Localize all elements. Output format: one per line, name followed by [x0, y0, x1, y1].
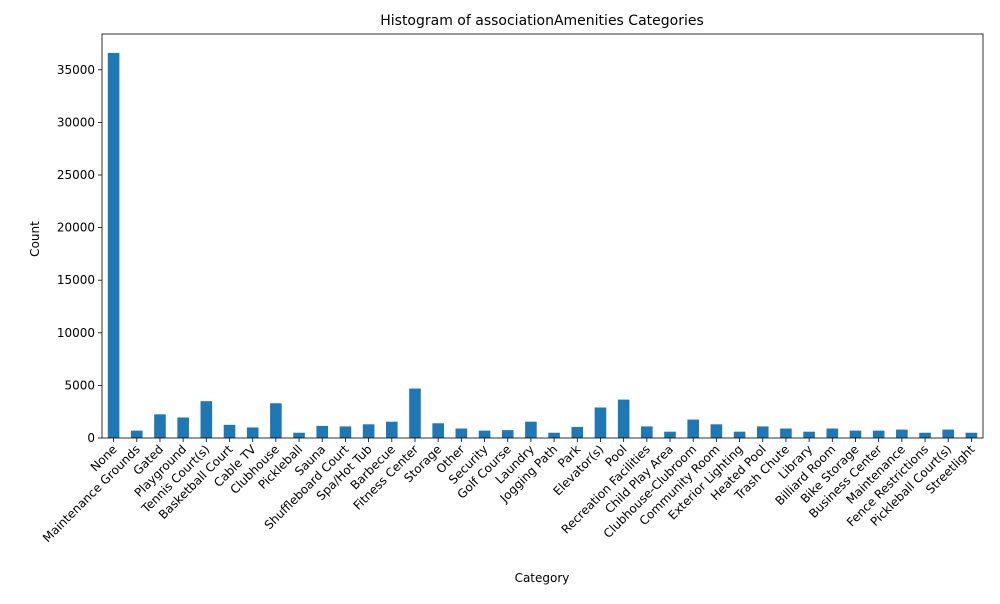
bar — [455, 428, 468, 438]
x-tick-label: Maintenance Grounds — [40, 442, 143, 545]
y-tick-label: 0 — [87, 431, 95, 445]
bar — [872, 430, 885, 438]
y-tick-label: 20000 — [57, 221, 95, 235]
bar — [733, 431, 746, 438]
bar — [223, 424, 236, 438]
bar — [849, 430, 862, 438]
bar — [780, 428, 792, 438]
bar — [386, 421, 398, 438]
bar — [293, 432, 305, 438]
chart-title: Histogram of associationAmenities Catego… — [380, 13, 704, 29]
bar — [478, 430, 491, 438]
y-tick-label: 30000 — [57, 115, 95, 129]
bar — [339, 426, 352, 438]
bar — [246, 427, 259, 438]
y-axis-label: Count — [28, 221, 42, 257]
bar — [130, 430, 143, 438]
bar — [617, 399, 630, 438]
plot-area: 05000100001500020000250003000035000NoneM… — [40, 33, 984, 545]
bar — [687, 419, 699, 438]
bar — [896, 429, 908, 438]
bar — [548, 432, 560, 438]
y-tick-label: 10000 — [57, 326, 95, 340]
bar — [965, 432, 978, 438]
bar — [942, 429, 955, 438]
bar — [501, 430, 514, 438]
axes-frame — [101, 33, 984, 439]
bar — [664, 431, 676, 438]
bar — [756, 426, 769, 438]
bar — [316, 425, 329, 438]
y-tick-label: 35000 — [57, 63, 95, 77]
bar — [432, 423, 444, 438]
bar — [362, 424, 375, 438]
bar — [594, 407, 607, 438]
bar — [571, 426, 584, 438]
bar — [409, 388, 421, 438]
y-tick-label: 25000 — [57, 168, 95, 182]
bar — [826, 428, 839, 438]
bar — [177, 417, 189, 438]
bar — [919, 432, 931, 438]
bar — [641, 426, 653, 438]
x-axis-label: Category — [515, 571, 570, 585]
bar — [710, 424, 723, 438]
bar — [200, 401, 213, 438]
bar — [270, 403, 282, 438]
bar — [107, 52, 120, 438]
bar — [803, 431, 815, 438]
y-tick-label: 5000 — [64, 378, 95, 392]
bar — [525, 421, 537, 438]
y-tick-label: 15000 — [57, 273, 95, 287]
bar — [154, 414, 166, 438]
